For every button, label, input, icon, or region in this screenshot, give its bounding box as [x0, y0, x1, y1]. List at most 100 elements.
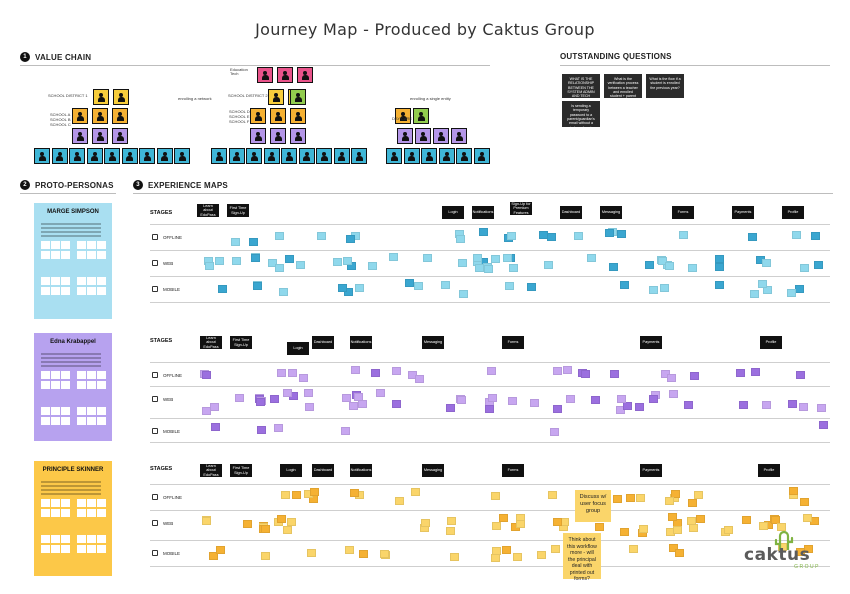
sticky-note — [303, 389, 313, 398]
persona-sticky — [97, 241, 106, 249]
persona-icon — [156, 148, 173, 164]
person-glyph — [274, 131, 282, 141]
sticky-note — [422, 253, 432, 262]
caktus-cactus-icon — [774, 530, 794, 550]
sticky-note — [665, 497, 675, 506]
sticky-note — [317, 232, 327, 241]
persona-sticky — [41, 509, 50, 517]
stage-profile: Profile — [760, 336, 782, 349]
person-glyph — [408, 151, 415, 161]
sticky-note — [590, 395, 600, 404]
sticky-note — [491, 546, 501, 555]
sticky-note — [392, 400, 402, 409]
persona-sticky — [61, 287, 70, 295]
persona-sticky — [51, 287, 60, 295]
sticky-note — [671, 489, 681, 498]
sticky-note — [295, 261, 305, 270]
phone-icon — [152, 428, 158, 434]
sticky-note — [659, 284, 669, 293]
persona-sticky — [77, 251, 86, 259]
sticky-note — [553, 517, 563, 526]
stage-login: Login — [280, 464, 302, 477]
sticky-note — [231, 238, 241, 247]
page-title: Journey Map - Produced by Caktus Group — [255, 20, 595, 39]
sticky-note — [644, 260, 654, 269]
person-glyph — [390, 151, 398, 161]
sticky-note — [689, 372, 699, 381]
persona-sticky — [41, 499, 50, 507]
sticky-note — [648, 286, 658, 295]
district1-label: SCHOOL DISTRICT 1 — [48, 93, 88, 98]
sticky-note — [257, 425, 267, 434]
persona-icon — [281, 148, 297, 164]
sticky-note — [260, 524, 270, 533]
sticky-note — [235, 393, 245, 402]
person-glyph — [91, 151, 98, 161]
sticky-note — [276, 368, 286, 377]
sticky-note — [669, 390, 679, 399]
sticky-note — [344, 287, 354, 296]
sticky-note — [274, 263, 284, 272]
experience-map-marge: STAGES Learn about EdoPass First Time Sign… — [122, 198, 837, 318]
persona-text-line — [41, 223, 101, 225]
persona-icon — [456, 148, 472, 164]
lane-divider — [150, 442, 830, 443]
sticky-note — [249, 238, 259, 247]
persona-sticky — [77, 381, 86, 389]
section-label: VALUE CHAIN — [35, 52, 92, 62]
sticky-note — [475, 263, 485, 272]
sticky-note — [741, 516, 751, 525]
row-mobile: MOBILE — [152, 286, 180, 292]
persona-icon — [257, 67, 273, 83]
sticky-note — [683, 401, 693, 410]
sticky-note — [750, 368, 760, 377]
school-e-label: SCHOOL E — [229, 114, 250, 119]
sticky-note — [615, 406, 625, 415]
person-glyph — [399, 111, 407, 121]
persona-sticky — [87, 251, 96, 259]
sticky-note — [214, 256, 224, 265]
person-glyph — [401, 131, 409, 141]
lane-divider — [150, 276, 830, 277]
persona-icon — [250, 128, 266, 144]
person-glyph — [274, 111, 282, 121]
persona-icon — [72, 108, 88, 124]
persona-sticky — [97, 509, 106, 517]
sticky-note — [714, 255, 724, 264]
persona-sticky — [97, 499, 106, 507]
persona-notes — [39, 349, 107, 439]
sticky-note — [636, 493, 646, 502]
persona-sticky — [61, 407, 70, 415]
question-card: What is the verification process between… — [604, 74, 642, 103]
persona-sticky — [41, 381, 50, 389]
sticky-note — [516, 519, 526, 528]
persona-text-line — [41, 493, 101, 495]
persona-icon — [228, 148, 245, 164]
persona-icon — [112, 108, 128, 124]
persona-sticky — [61, 545, 70, 553]
sticky-note — [723, 525, 733, 534]
sticky-note — [549, 428, 559, 437]
sticky-note — [395, 496, 405, 505]
persona-icon — [92, 108, 108, 124]
sticky-note — [738, 400, 748, 409]
stage-profile: Profile — [782, 206, 804, 219]
person-glyph — [294, 131, 302, 141]
persona-sticky — [51, 381, 60, 389]
person-glyph — [355, 151, 363, 161]
sticky-note — [276, 514, 286, 523]
persona-sticky — [97, 545, 106, 553]
sticky-note — [761, 401, 771, 410]
row-label: OFFLINE — [163, 494, 183, 500]
persona-icon — [451, 128, 467, 144]
experience-maps-heading: 3 EXPERIENCE MAPS — [133, 180, 228, 190]
sticky-note — [580, 370, 590, 379]
persona-sticky — [87, 287, 96, 295]
persona-icon — [473, 148, 490, 164]
section-label: OUTSTANDING QUESTIONS — [560, 52, 672, 61]
daycare-label: DAY CARE — [392, 116, 413, 121]
sticky-note — [544, 260, 554, 269]
persona-icon — [268, 89, 284, 105]
sticky-note — [758, 521, 768, 530]
person-glyph — [161, 151, 168, 161]
